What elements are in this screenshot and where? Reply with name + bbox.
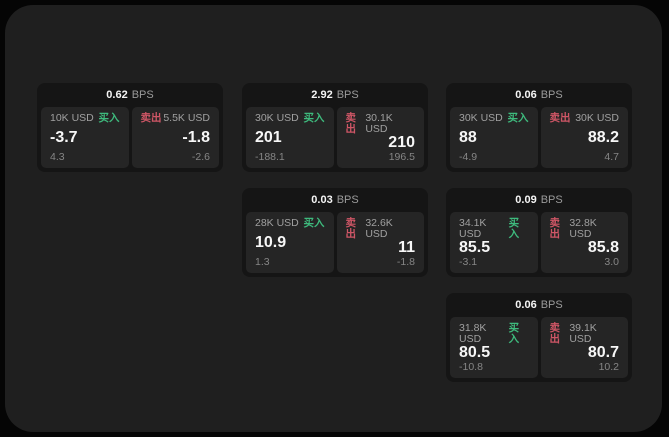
bps-value: 0.62 — [106, 89, 128, 101]
sell-quote-panel[interactable]: 卖出 30.1K USD 210 196.5 — [336, 107, 424, 168]
bps-unit: BPS — [540, 89, 563, 101]
sell-delta: -2.6 — [191, 150, 210, 163]
sell-delta: 196.5 — [388, 150, 415, 163]
quote-card-5: 0.09 BPS 34.1K USD 买入 85.5 -3.1 卖出 32.8K… — [446, 188, 632, 277]
buy-amount: 10K USD — [50, 112, 94, 124]
buy-price: 10.9 — [255, 234, 287, 251]
buy-delta: 1.3 — [255, 255, 270, 268]
buy-quote-panel[interactable]: 30K USD 买入 201 -188.1 — [246, 107, 334, 168]
buy-quote-panel[interactable]: 31.8K USD 买入 80.5 -10.8 — [450, 317, 538, 378]
sell-quote-panel[interactable]: 卖出 32.8K USD 85.8 3.0 — [540, 212, 628, 273]
bps-header: 0.03 BPS — [242, 188, 428, 211]
sell-price: 80.7 — [587, 344, 619, 362]
quotes-panel: 0.62 BPS 10K USD 买入 -3.7 4.3 卖出 5.5K USD… — [5, 5, 662, 432]
quote-card-2: 2.92 BPS 30K USD 买入 201 -188.1 卖出 30.1K … — [242, 83, 428, 172]
sell-label: 卖出 — [345, 112, 357, 135]
buy-amount: 31.8K USD — [459, 322, 487, 345]
sell-delta: 4.7 — [604, 150, 619, 163]
quote-card-4: 0.03 BPS 28K USD 买入 10.9 1.3 卖出 32.6K US… — [242, 188, 428, 277]
sell-quote-panel[interactable]: 卖出 5.5K USD -1.8 -2.6 — [131, 107, 219, 168]
buy-label: 买入 — [303, 217, 325, 229]
bps-unit: BPS — [131, 89, 154, 101]
sell-delta: 10.2 — [598, 360, 619, 373]
bps-value: 0.09 — [515, 194, 537, 206]
sell-price: 88.2 — [587, 129, 619, 146]
buy-quote-panel[interactable]: 34.1K USD 买入 85.5 -3.1 — [450, 212, 538, 273]
buy-amount: 34.1K USD — [459, 217, 487, 240]
sell-label: 卖出 — [345, 217, 357, 240]
sell-amount: 32.6K USD — [365, 217, 393, 240]
bps-unit: BPS — [540, 299, 563, 311]
buy-delta: -3.1 — [459, 255, 478, 268]
quote-card-1: 0.62 BPS 10K USD 买入 -3.7 4.3 卖出 5.5K USD… — [37, 83, 223, 172]
buy-label: 买入 — [303, 112, 325, 124]
bps-value: 0.06 — [515, 89, 537, 101]
buy-delta: -4.9 — [459, 150, 478, 163]
buy-delta: 4.3 — [50, 150, 65, 163]
buy-quote-panel[interactable]: 10K USD 买入 -3.7 4.3 — [41, 107, 129, 168]
buy-label: 买入 — [508, 217, 520, 240]
sell-price: 85.8 — [587, 239, 619, 257]
sell-delta: 3.0 — [604, 255, 619, 268]
sell-amount: 32.8K USD — [569, 217, 597, 240]
sell-delta: -1.8 — [396, 255, 415, 268]
buy-price: 80.5 — [459, 344, 491, 362]
buy-amount: 30K USD — [255, 112, 299, 124]
bps-unit: BPS — [336, 89, 359, 101]
buy-delta: -10.8 — [459, 360, 483, 373]
sell-quote-panel[interactable]: 卖出 32.6K USD 11 -1.8 — [336, 212, 424, 273]
sell-label: 卖出 — [549, 112, 571, 124]
buy-amount: 28K USD — [255, 217, 299, 229]
bps-header: 0.62 BPS — [37, 83, 223, 106]
bps-header: 2.92 BPS — [242, 83, 428, 106]
sell-amount: 5.5K USD — [163, 112, 210, 124]
buy-quote-panel[interactable]: 30K USD 买入 88 -4.9 — [450, 107, 538, 168]
buy-label: 买入 — [508, 322, 520, 345]
sell-label: 卖出 — [549, 322, 561, 345]
buy-amount: 30K USD — [459, 112, 503, 124]
bps-header: 0.09 BPS — [446, 188, 632, 211]
buy-price: -3.7 — [50, 129, 78, 146]
buy-quote-panel[interactable]: 28K USD 买入 10.9 1.3 — [246, 212, 334, 273]
sell-quote-panel[interactable]: 卖出 30K USD 88.2 4.7 — [540, 107, 628, 168]
sell-label: 卖出 — [140, 112, 162, 124]
bps-value: 0.03 — [311, 194, 333, 206]
bps-unit: BPS — [336, 194, 359, 206]
quote-card-6: 0.06 BPS 31.8K USD 买入 80.5 -10.8 卖出 39.1… — [446, 293, 632, 382]
sell-amount: 30K USD — [575, 112, 619, 124]
quote-card-3: 0.06 BPS 30K USD 买入 88 -4.9 卖出 30K USD 8… — [446, 83, 632, 172]
buy-label: 买入 — [98, 112, 120, 124]
buy-delta: -188.1 — [255, 150, 285, 163]
sell-price: 11 — [398, 239, 415, 257]
buy-label: 买入 — [507, 112, 529, 124]
bps-unit: BPS — [540, 194, 563, 206]
sell-amount: 39.1K USD — [569, 322, 597, 345]
sell-price: 210 — [388, 134, 415, 152]
buy-price: 88 — [459, 129, 477, 146]
sell-amount: 30.1K USD — [365, 112, 393, 135]
bps-header: 0.06 BPS — [446, 293, 632, 316]
sell-price: -1.8 — [182, 129, 210, 146]
sell-quote-panel[interactable]: 卖出 39.1K USD 80.7 10.2 — [540, 317, 628, 378]
bps-value: 0.06 — [515, 299, 537, 311]
bps-header: 0.06 BPS — [446, 83, 632, 106]
bps-value: 2.92 — [311, 89, 333, 101]
buy-price: 201 — [255, 129, 282, 146]
buy-price: 85.5 — [459, 239, 491, 257]
sell-label: 卖出 — [549, 217, 561, 240]
